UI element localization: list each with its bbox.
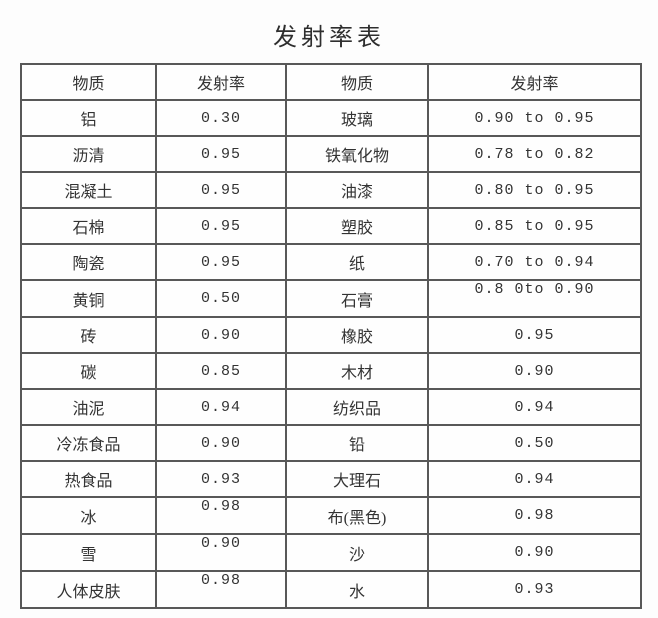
table-row: 油泥 0.94 纺织品 0.94 <box>20 388 642 426</box>
emissivity-cell-left: 0.95 <box>155 207 287 245</box>
material-cell-right: 玻璃 <box>285 99 429 137</box>
table-row: 热食品 0.93 大理石 0.94 <box>20 460 642 498</box>
table-body: 铝 0.30 玻璃 0.90 to 0.95 沥清 0.95 铁氧化物 0.78… <box>20 99 642 609</box>
material-cell-right: 大理石 <box>285 460 429 498</box>
material-cell-right: 油漆 <box>285 171 429 209</box>
emissivity-cell-right: 0.95 <box>427 316 642 354</box>
table-row: 沥清 0.95 铁氧化物 0.78 to 0.82 <box>20 135 642 173</box>
material-cell-right: 木材 <box>285 352 429 390</box>
emissivity-cell-left: 0.95 <box>155 171 287 209</box>
emissivity-cell-left: 0.94 <box>155 388 287 426</box>
emissivity-cell-right: 0.98 <box>427 496 642 535</box>
material-cell-left: 沥清 <box>20 135 157 173</box>
table-row: 黄铜 0.50 石膏 0.8 0to 0.90 <box>20 279 642 318</box>
emissivity-cell-left: 0.93 <box>155 460 287 498</box>
col-header-emissivity-left: 发射率 <box>155 63 287 101</box>
material-cell-left: 热食品 <box>20 460 157 498</box>
emissivity-cell-left: 0.98 <box>155 496 287 535</box>
material-cell-right: 塑胶 <box>285 207 429 245</box>
emissivity-cell-right: 0.94 <box>427 388 642 426</box>
material-cell-right: 布(黑色) <box>285 496 429 535</box>
table-row: 雪 0.90 沙 0.90 <box>20 533 642 572</box>
table-row: 陶瓷 0.95 纸 0.70 to 0.94 <box>20 243 642 281</box>
material-cell-right: 水 <box>285 570 429 609</box>
material-cell-left: 冷冻食品 <box>20 424 157 462</box>
table-row: 铝 0.30 玻璃 0.90 to 0.95 <box>20 99 642 137</box>
emissivity-cell-left: 0.90 <box>155 316 287 354</box>
emissivity-cell-left: 0.98 <box>155 570 287 609</box>
emissivity-cell-left: 0.90 <box>155 424 287 462</box>
material-cell-right: 铅 <box>285 424 429 462</box>
table-row: 人体皮肤 0.98 水 0.93 <box>20 570 642 609</box>
emissivity-cell-right: 0.70 to 0.94 <box>427 243 642 281</box>
material-cell-left: 雪 <box>20 533 157 572</box>
emissivity-cell-right: 0.94 <box>427 460 642 498</box>
col-header-material-right: 物质 <box>285 63 429 101</box>
emissivity-cell-right: 0.8 0to 0.90 <box>427 279 642 318</box>
emissivity-cell-left: 0.95 <box>155 243 287 281</box>
material-cell-left: 混凝土 <box>20 171 157 209</box>
emissivity-cell-right: 0.50 <box>427 424 642 462</box>
material-cell-left: 黄铜 <box>20 279 157 318</box>
material-cell-left: 冰 <box>20 496 157 535</box>
table-row: 冷冻食品 0.90 铅 0.50 <box>20 424 642 462</box>
table-header: 物质 发射率 物质 发射率 <box>20 63 642 101</box>
material-cell-right: 沙 <box>285 533 429 572</box>
emissivity-cell-left: 0.90 <box>155 533 287 572</box>
material-cell-left: 砖 <box>20 316 157 354</box>
emissivity-cell-right: 0.80 to 0.95 <box>427 171 642 209</box>
emissivity-cell-right: 0.90 <box>427 533 642 572</box>
material-cell-left: 陶瓷 <box>20 243 157 281</box>
emissivity-cell-left: 0.95 <box>155 135 287 173</box>
emissivity-cell-right: 0.90 <box>427 352 642 390</box>
emissivity-cell-right: 0.93 <box>427 570 642 609</box>
header-row: 物质 发射率 物质 发射率 <box>20 63 642 101</box>
table-row: 碳 0.85 木材 0.90 <box>20 352 642 390</box>
material-cell-right: 石膏 <box>285 279 429 318</box>
table-row: 砖 0.90 橡胶 0.95 <box>20 316 642 354</box>
page-title: 发射率表 <box>273 25 385 51</box>
material-cell-left: 油泥 <box>20 388 157 426</box>
material-cell-right: 铁氧化物 <box>285 135 429 173</box>
col-header-material-left: 物质 <box>20 63 157 101</box>
emissivity-cell-right: 0.78 to 0.82 <box>427 135 642 173</box>
emissivity-cell-right: 0.85 to 0.95 <box>427 207 642 245</box>
emissivity-table: 物质 发射率 物质 发射率 铝 0.30 玻璃 0.90 to 0.95 沥清 … <box>20 63 642 609</box>
table-row: 石棉 0.95 塑胶 0.85 to 0.95 <box>20 207 642 245</box>
col-header-emissivity-right: 发射率 <box>427 63 642 101</box>
material-cell-left: 碳 <box>20 352 157 390</box>
material-cell-left: 人体皮肤 <box>20 570 157 609</box>
emissivity-cell-left: 0.50 <box>155 279 287 318</box>
emissivity-cell-left: 0.30 <box>155 99 287 137</box>
table-row: 混凝土 0.95 油漆 0.80 to 0.95 <box>20 171 642 209</box>
material-cell-right: 橡胶 <box>285 316 429 354</box>
emissivity-cell-right: 0.90 to 0.95 <box>427 99 642 137</box>
material-cell-left: 铝 <box>20 99 157 137</box>
material-cell-right: 纸 <box>285 243 429 281</box>
emissivity-cell-left: 0.85 <box>155 352 287 390</box>
material-cell-left: 石棉 <box>20 207 157 245</box>
material-cell-right: 纺织品 <box>285 388 429 426</box>
table-row: 冰 0.98 布(黑色) 0.98 <box>20 496 642 535</box>
